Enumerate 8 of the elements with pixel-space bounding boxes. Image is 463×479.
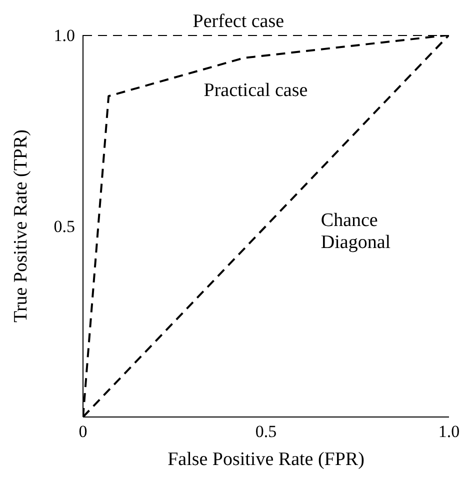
x-tick-label: 0.5 [255,422,277,442]
x-axis-title: False Positive Rate (FPR) [168,449,364,470]
series-label: Chance Diagonal [320,210,391,253]
series-label: Practical case [204,80,308,102]
x-tick-label: 0 [78,422,88,442]
y-axis-title: True Positive Rate (TPR) [10,130,32,322]
series-label: Perfect case [192,11,284,32]
x-tick-label: 1.0 [438,422,460,442]
